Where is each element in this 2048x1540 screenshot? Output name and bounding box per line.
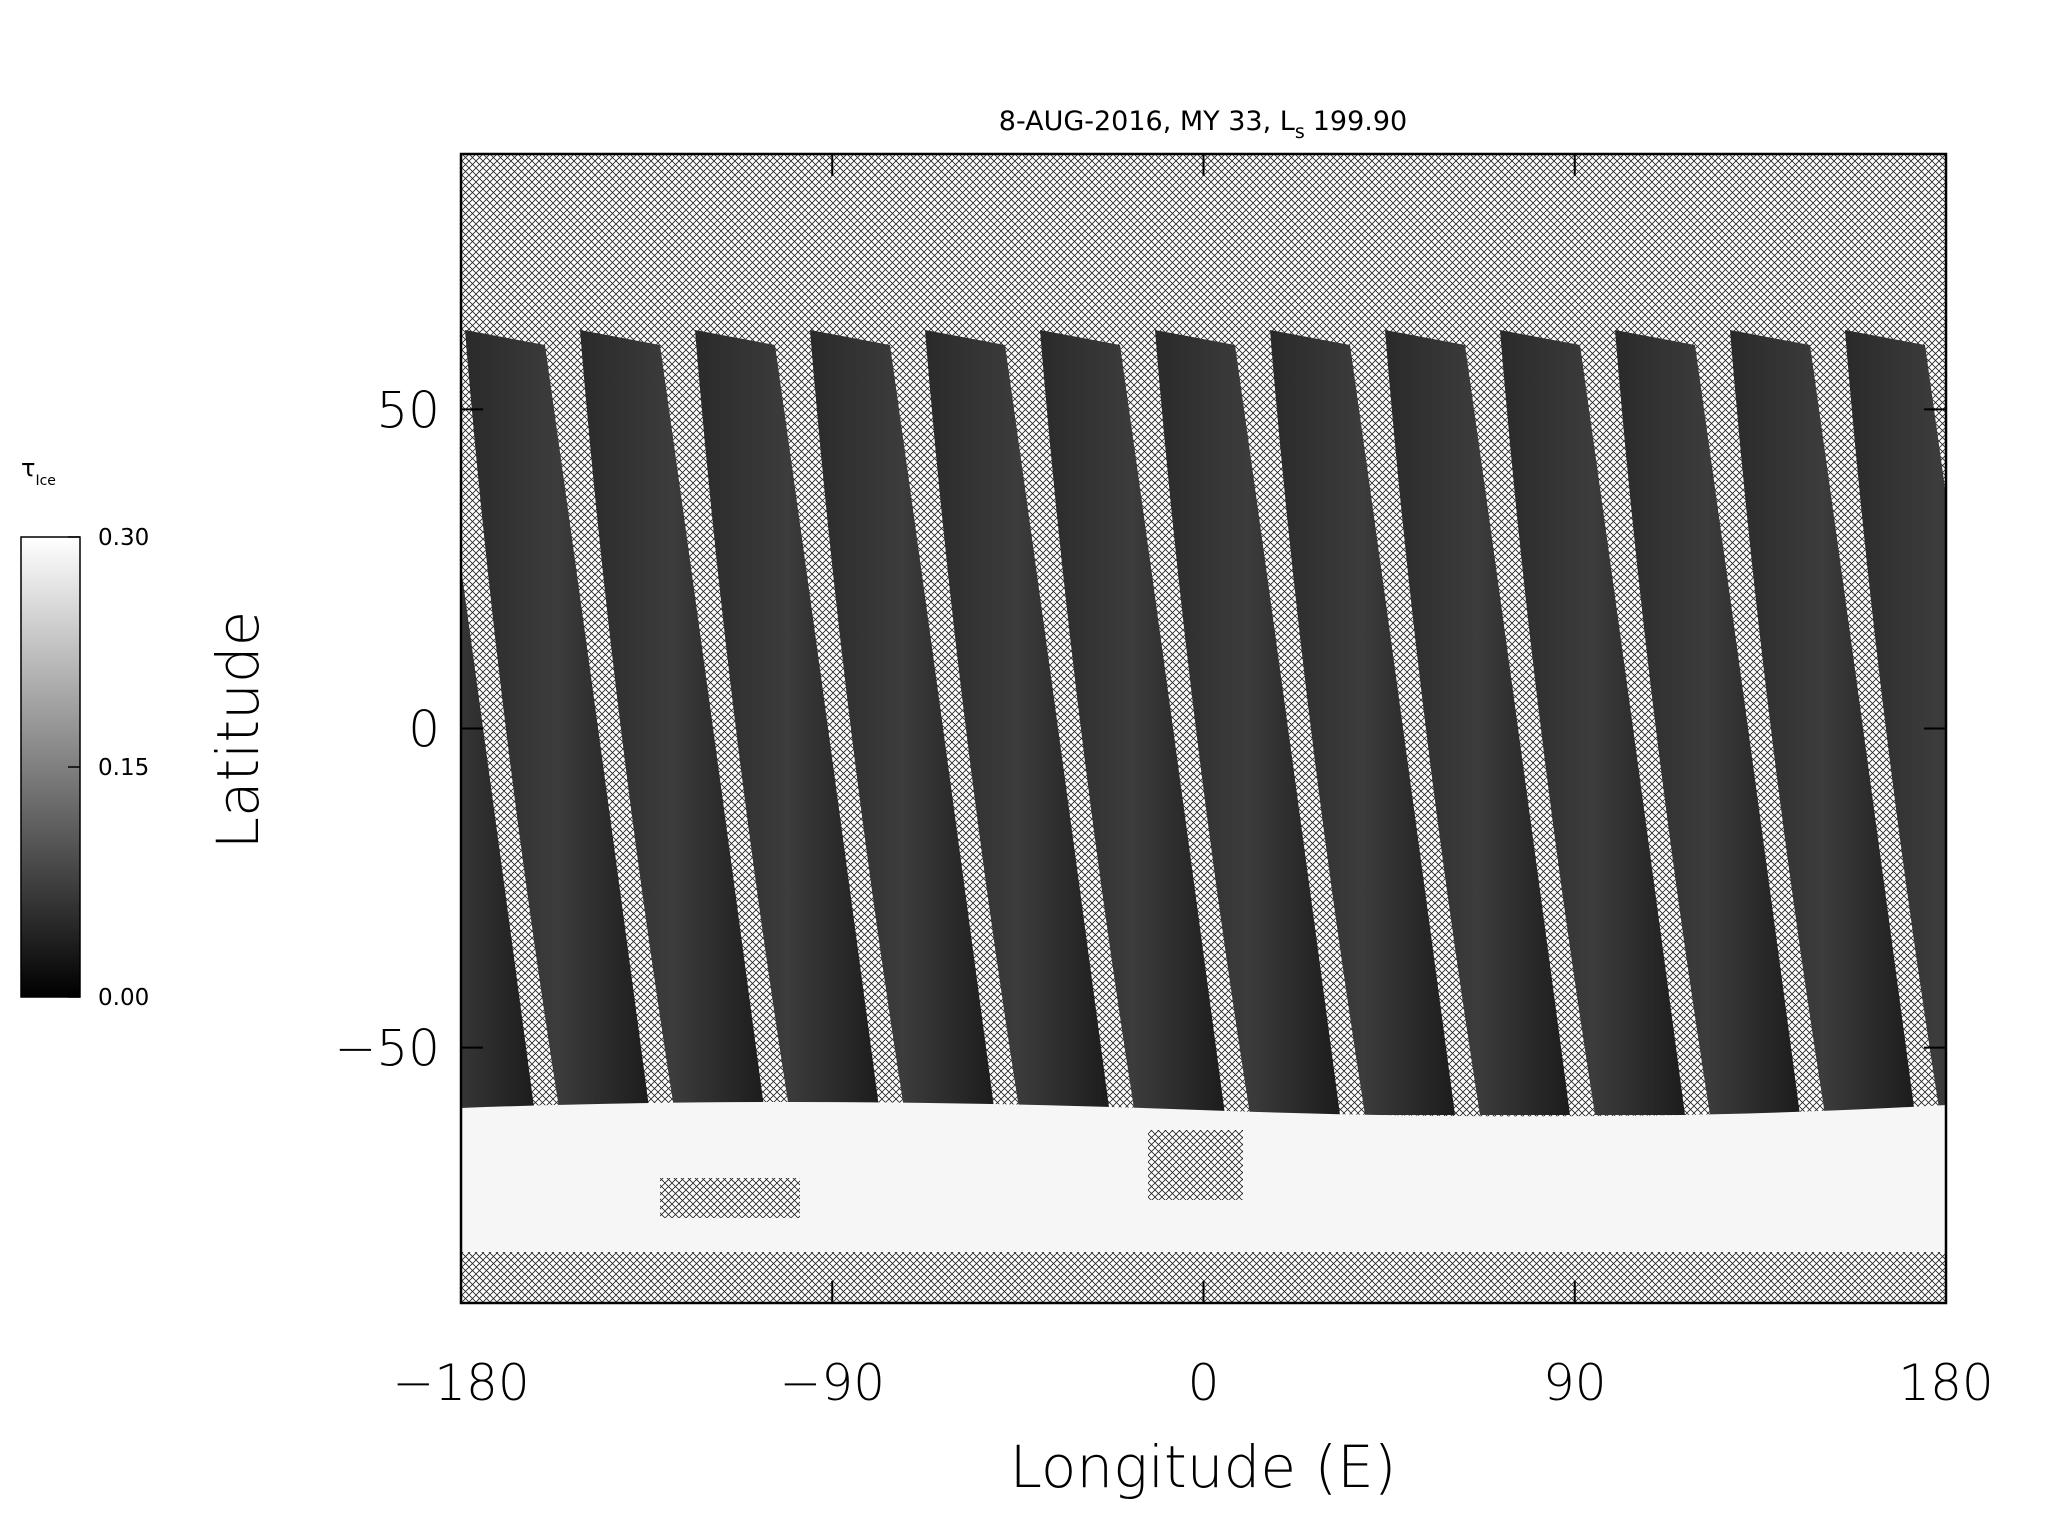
map-image (461, 154, 1946, 1303)
colorbar-tick-label: 0.00 (98, 985, 149, 1011)
swath (810, 330, 995, 1115)
swath (1040, 330, 1225, 1115)
y-tick-label: 0 (408, 701, 440, 759)
swath (925, 330, 1110, 1115)
colorbar-tick-label: 0.30 (98, 525, 149, 551)
swath (1270, 330, 1455, 1115)
y-axis-title: Latitude (204, 611, 272, 850)
swath (580, 330, 765, 1115)
swath (1615, 330, 1800, 1115)
swath (1730, 330, 1915, 1115)
swath (695, 330, 880, 1115)
y-tick-label: −50 (334, 1020, 440, 1078)
y-tick-label: 50 (376, 381, 440, 439)
swath (1500, 330, 1685, 1115)
hatch-gap (1148, 1130, 1243, 1200)
swath (1385, 330, 1570, 1115)
swath (465, 330, 650, 1115)
x-axis-title: Longitude (E) (1010, 1433, 1397, 1501)
x-tick-label: 0 (1188, 1354, 1220, 1412)
hatch-gap (660, 1178, 800, 1218)
x-tick-label: 180 (1898, 1354, 1993, 1412)
swath (1845, 330, 1946, 1115)
x-tick-label: 90 (1543, 1354, 1607, 1412)
colorbar-label: τIce (21, 454, 56, 489)
colorbar-tick-label: 0.15 (98, 755, 149, 781)
x-tick-label: −180 (392, 1354, 529, 1412)
x-tick-label: −90 (779, 1354, 885, 1412)
swath (1155, 330, 1340, 1115)
swath (461, 567, 535, 1115)
chart-title: 8-AUG-2016, MY 33, Ls 199.90 (999, 106, 1407, 143)
